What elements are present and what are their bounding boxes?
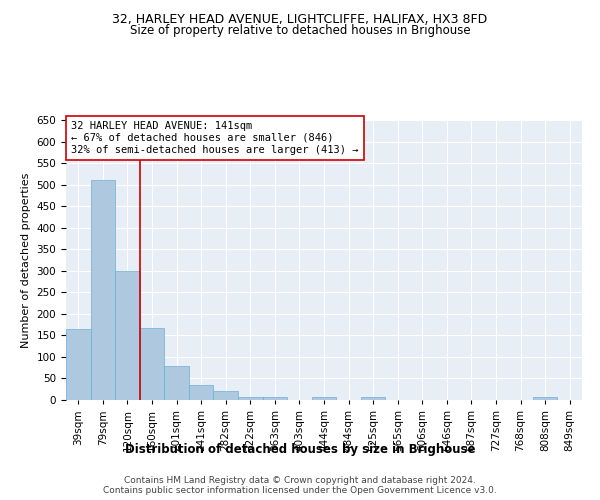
Bar bbox=[214, 390, 238, 400]
Bar bbox=[533, 396, 557, 400]
Bar bbox=[361, 396, 385, 400]
Text: 32, HARLEY HEAD AVENUE, LIGHTCLIFFE, HALIFAX, HX3 8FD: 32, HARLEY HEAD AVENUE, LIGHTCLIFFE, HAL… bbox=[112, 12, 488, 26]
Bar bbox=[115, 271, 140, 400]
Text: 32 HARLEY HEAD AVENUE: 141sqm
← 67% of detached houses are smaller (846)
32% of : 32 HARLEY HEAD AVENUE: 141sqm ← 67% of d… bbox=[71, 122, 359, 154]
Bar bbox=[312, 396, 336, 400]
Text: Size of property relative to detached houses in Brighouse: Size of property relative to detached ho… bbox=[130, 24, 470, 37]
Bar bbox=[164, 366, 189, 400]
Bar bbox=[91, 180, 115, 400]
Bar bbox=[140, 328, 164, 400]
Text: Distribution of detached houses by size in Brighouse: Distribution of detached houses by size … bbox=[125, 442, 475, 456]
Y-axis label: Number of detached properties: Number of detached properties bbox=[21, 172, 31, 348]
Bar bbox=[263, 396, 287, 400]
Text: Contains HM Land Registry data © Crown copyright and database right 2024.
Contai: Contains HM Land Registry data © Crown c… bbox=[103, 476, 497, 495]
Bar bbox=[66, 329, 91, 400]
Bar bbox=[238, 396, 263, 400]
Bar bbox=[189, 385, 214, 400]
